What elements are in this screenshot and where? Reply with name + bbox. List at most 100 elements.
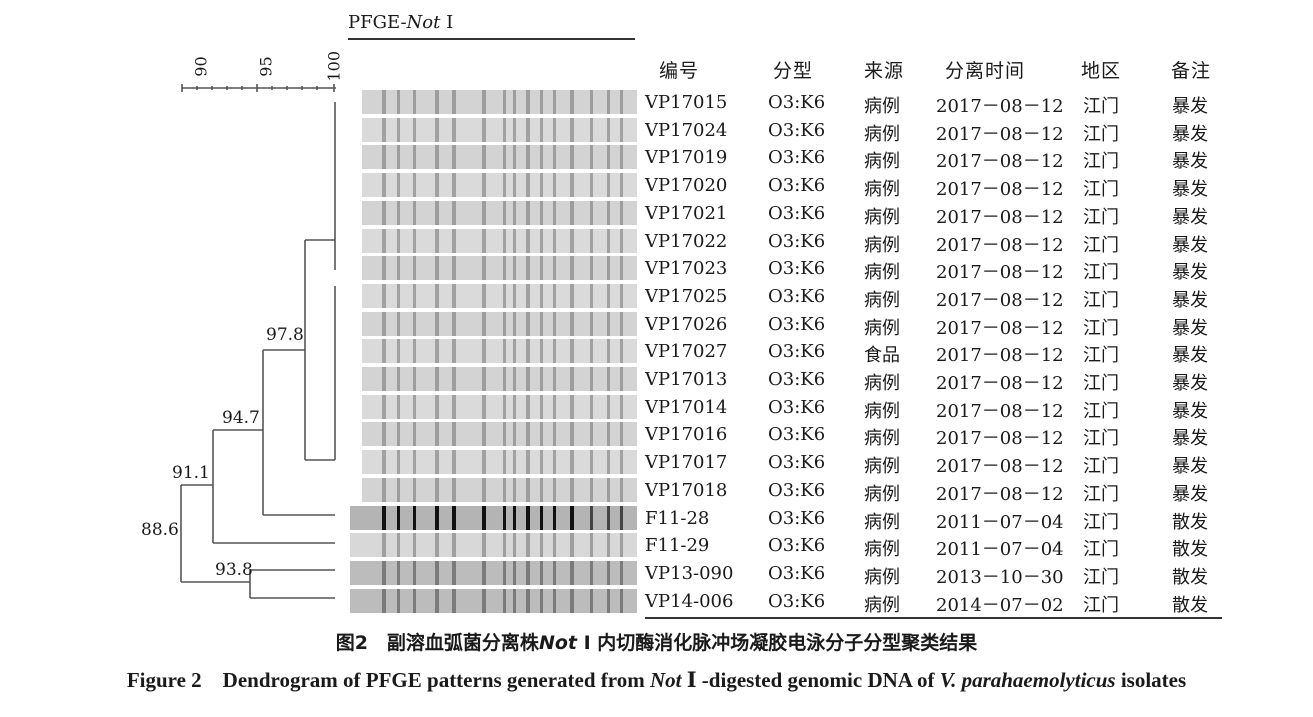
gel-band: [590, 173, 593, 198]
header-region: 地区: [1081, 60, 1122, 82]
cell-isolation-date: 2017－08－12: [936, 206, 1064, 228]
gel-band: [397, 145, 400, 170]
cell-isolation-date: 2011－07－04: [936, 511, 1064, 533]
gel-band: [482, 283, 486, 308]
gel-band: [382, 533, 386, 558]
gel-band: [570, 588, 574, 613]
gel-band: [397, 283, 400, 308]
gel-band: [620, 367, 623, 391]
cell-isolation-date: 2017－08－12: [936, 483, 1064, 505]
gel-lane: [362, 200, 637, 225]
gel-band: [435, 560, 439, 585]
gel-band: [452, 450, 456, 475]
gel-band: [452, 367, 456, 391]
gel-band: [452, 200, 456, 225]
gel-band: [452, 283, 456, 308]
gel-band: [503, 283, 506, 308]
gel-band: [590, 394, 593, 419]
cell-remark: 暴发: [1172, 456, 1208, 478]
gel-band: [482, 505, 486, 530]
cell-region: 江门: [1083, 179, 1119, 201]
gel-band: [570, 505, 574, 530]
gel-band: [620, 505, 623, 530]
gel-band: [607, 173, 610, 198]
gel-band: [382, 311, 386, 336]
gel-band: [553, 339, 556, 364]
cell-remark: 散发: [1172, 594, 1208, 616]
cell-source: 病例: [864, 234, 900, 256]
gel-lane: [362, 117, 637, 142]
gel-band: [397, 256, 400, 281]
gel-band: [452, 533, 456, 558]
cell-source: 病例: [864, 539, 900, 561]
gel-band: [435, 311, 439, 336]
gel-band: [526, 422, 530, 447]
gel-lane: [362, 477, 637, 502]
cell-source: 食品: [864, 345, 900, 367]
gel-band: [540, 311, 543, 336]
gel-band: [570, 533, 574, 558]
cell-serotype: O3:K6: [768, 590, 826, 612]
gel-band: [503, 173, 506, 198]
cell-remark: 散发: [1172, 566, 1208, 588]
gel-band: [382, 145, 386, 170]
gel-band: [607, 339, 610, 364]
gel-band: [620, 173, 623, 198]
gel-band: [413, 588, 416, 613]
cell-source: 病例: [864, 123, 900, 145]
cell-isolate-id: F11-28: [645, 507, 710, 529]
cell-isolation-date: 2017－08－12: [936, 345, 1064, 367]
cell-isolation-date: 2017－08－12: [936, 373, 1064, 394]
node-label-94-7: 94.7: [222, 408, 260, 428]
gel-band: [540, 90, 543, 114]
gel-band: [620, 200, 623, 225]
gel-lane: [350, 533, 637, 558]
gel-band: [503, 477, 506, 502]
gel-band: [590, 283, 593, 308]
gel-band: [553, 560, 556, 585]
gel-band: [620, 477, 623, 502]
cell-isolate-id: VP17024: [645, 119, 728, 141]
gel-band: [413, 422, 416, 447]
gel-band: [452, 90, 456, 114]
gel-band: [513, 339, 516, 364]
gel-band: [413, 505, 416, 530]
cell-serotype: O3:K6: [768, 230, 826, 252]
gel-band: [452, 117, 456, 142]
gel-band: [570, 117, 574, 142]
node-label-91-1: 91.1: [172, 463, 210, 483]
gel-band: [382, 367, 386, 391]
gel-band: [503, 560, 506, 585]
gel-band: [607, 117, 610, 142]
gel-band: [620, 90, 623, 114]
gel-band: [413, 173, 416, 198]
gel-band: [553, 283, 556, 308]
gel-band: [607, 256, 610, 281]
gel-band: [540, 533, 543, 558]
gel-band: [435, 173, 439, 198]
gel-band: [570, 339, 574, 364]
gel-band: [397, 477, 400, 502]
gel-band: [607, 560, 610, 585]
gel-band: [482, 394, 486, 419]
gel-band: [503, 90, 506, 114]
cell-remark: 散发: [1172, 539, 1208, 561]
gel-band: [607, 505, 610, 530]
gel-lane: [362, 394, 637, 419]
gel-band: [607, 145, 610, 170]
cell-remark: 暴发: [1172, 345, 1208, 367]
cell-source: 病例: [864, 566, 900, 588]
gel-band: [382, 173, 386, 198]
gel-band: [413, 200, 416, 225]
cell-source: 病例: [864, 511, 900, 533]
gel-band: [435, 367, 439, 391]
gel-band: [513, 367, 516, 391]
gel-band: [526, 90, 530, 114]
header-source: 来源: [864, 60, 905, 82]
gel-band: [382, 283, 386, 308]
gel-band: [413, 311, 416, 336]
gel-lane: [362, 283, 637, 308]
gel-band: [540, 228, 543, 253]
gel-band: [503, 505, 506, 530]
gel-band: [513, 477, 516, 502]
